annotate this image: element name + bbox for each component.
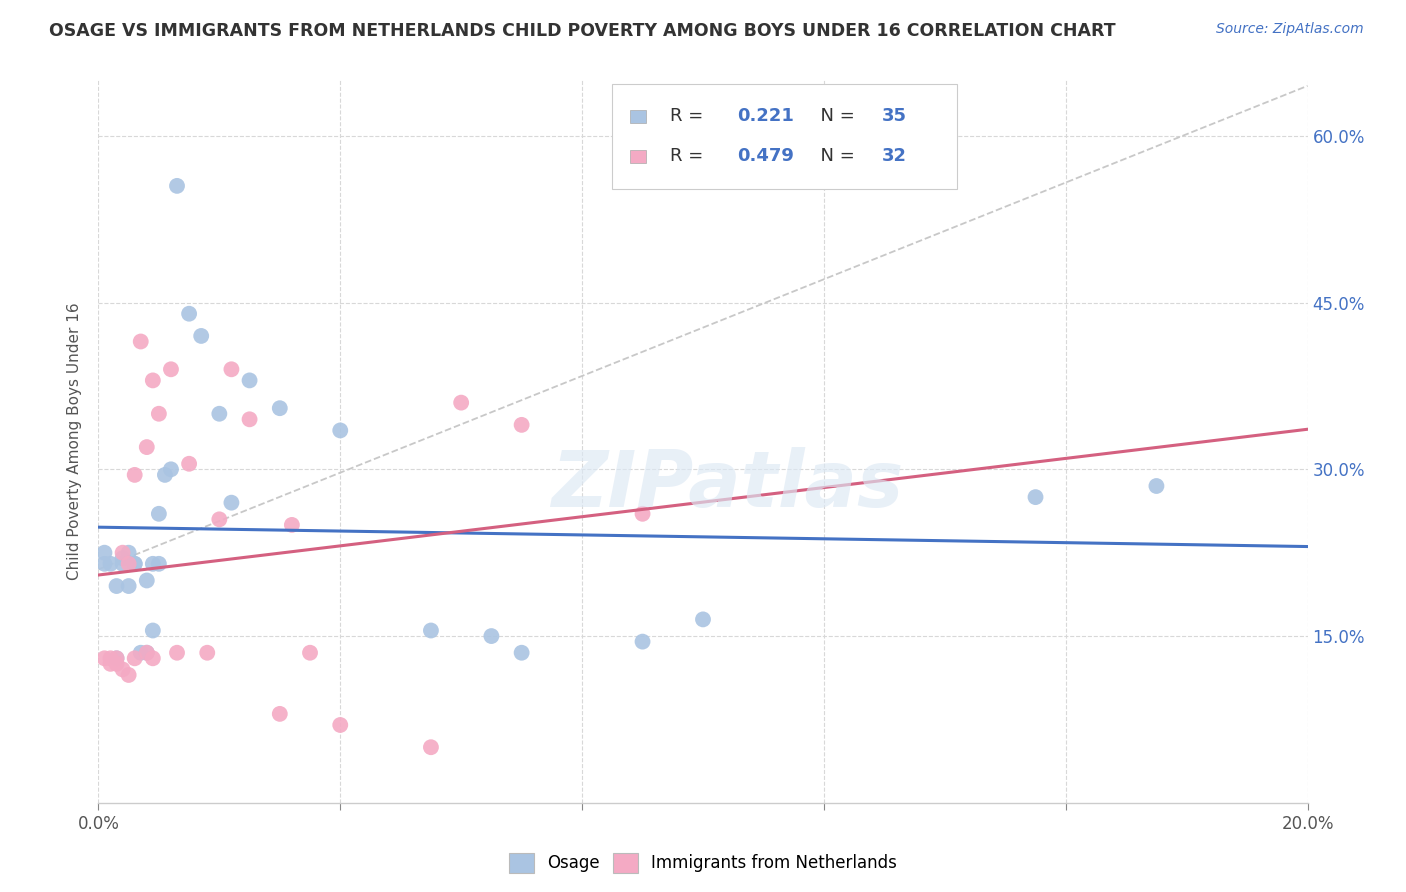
Point: [124, 557, 146, 571]
Point: [118, 668, 141, 682]
Point: [269, 401, 291, 416]
Point: [93, 557, 115, 571]
Point: [105, 651, 128, 665]
Legend: Osage, Immigrants from Netherlands: Osage, Immigrants from Netherlands: [502, 847, 904, 880]
FancyBboxPatch shape: [630, 150, 645, 162]
Point: [281, 517, 304, 532]
Point: [179, 307, 201, 321]
Text: R =: R =: [671, 147, 710, 165]
Point: [631, 507, 654, 521]
Text: Source: ZipAtlas.com: Source: ZipAtlas.com: [1216, 22, 1364, 37]
Point: [510, 417, 533, 432]
Point: [450, 395, 472, 409]
Point: [221, 362, 243, 376]
Point: [329, 424, 352, 438]
Point: [118, 557, 141, 571]
Point: [208, 407, 231, 421]
Text: 0.479: 0.479: [737, 147, 794, 165]
Point: [142, 373, 165, 387]
Point: [269, 706, 291, 721]
Point: [93, 651, 115, 665]
Point: [692, 612, 714, 626]
Point: [111, 557, 134, 571]
Point: [153, 467, 176, 482]
Point: [166, 178, 188, 193]
Text: 32: 32: [882, 147, 907, 165]
Point: [124, 651, 146, 665]
Point: [420, 740, 443, 755]
Text: R =: R =: [671, 107, 710, 126]
Text: 35: 35: [882, 107, 907, 126]
Point: [135, 646, 157, 660]
Point: [481, 629, 503, 643]
Point: [142, 557, 165, 571]
Point: [160, 462, 183, 476]
Point: [160, 362, 183, 376]
Point: [148, 507, 170, 521]
Point: [148, 407, 170, 421]
Point: [179, 457, 201, 471]
Point: [148, 557, 170, 571]
Text: OSAGE VS IMMIGRANTS FROM NETHERLANDS CHILD POVERTY AMONG BOYS UNDER 16 CORRELATI: OSAGE VS IMMIGRANTS FROM NETHERLANDS CHI…: [49, 22, 1116, 40]
Point: [111, 551, 134, 566]
Point: [239, 373, 262, 387]
Point: [105, 657, 128, 671]
Text: ZIPatlas: ZIPatlas: [551, 447, 903, 523]
Point: [100, 651, 122, 665]
Point: [105, 651, 128, 665]
Point: [129, 334, 152, 349]
Point: [195, 646, 218, 660]
Point: [239, 412, 262, 426]
Point: [111, 662, 134, 676]
FancyBboxPatch shape: [630, 110, 645, 123]
Point: [166, 646, 188, 660]
Point: [135, 574, 157, 588]
Point: [1024, 490, 1046, 504]
FancyBboxPatch shape: [613, 84, 957, 189]
Y-axis label: Child Poverty Among Boys Under 16: Child Poverty Among Boys Under 16: [67, 302, 83, 581]
Point: [1144, 479, 1167, 493]
Point: [118, 546, 141, 560]
Point: [135, 440, 157, 454]
Point: [100, 557, 122, 571]
Text: N =: N =: [810, 147, 860, 165]
Text: 0.221: 0.221: [737, 107, 794, 126]
Point: [129, 646, 152, 660]
Point: [105, 579, 128, 593]
Point: [142, 624, 165, 638]
Point: [93, 546, 115, 560]
Point: [135, 646, 157, 660]
Point: [124, 557, 146, 571]
Point: [100, 657, 122, 671]
Point: [111, 546, 134, 560]
Point: [124, 467, 146, 482]
Point: [118, 579, 141, 593]
Point: [329, 718, 352, 732]
Point: [299, 646, 322, 660]
Point: [208, 512, 231, 526]
Point: [190, 329, 212, 343]
Text: N =: N =: [810, 107, 860, 126]
Point: [420, 624, 443, 638]
Point: [510, 646, 533, 660]
Point: [221, 496, 243, 510]
Point: [631, 634, 654, 648]
Point: [142, 651, 165, 665]
